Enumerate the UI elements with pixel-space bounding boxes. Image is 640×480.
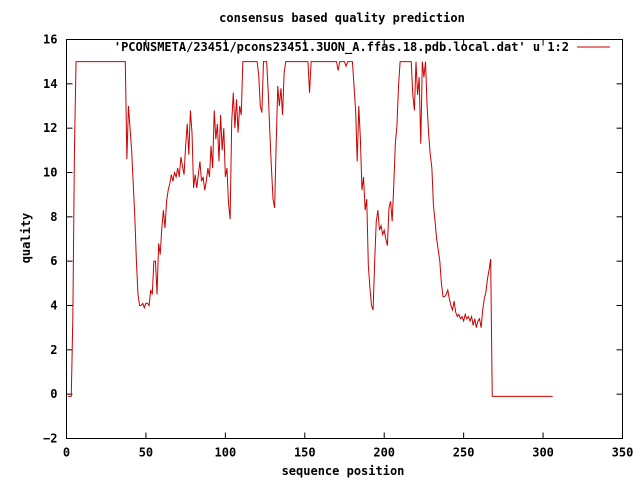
series-line-0 bbox=[68, 61, 553, 397]
x-tick-label: 0 bbox=[63, 446, 70, 460]
x-axis-ticks: 0 50 100 150 200 250 300 350 bbox=[63, 39, 634, 460]
y-tick-label: 14 bbox=[43, 77, 57, 91]
y-tick-label: 12 bbox=[43, 121, 57, 135]
chart-title: consensus based quality prediction bbox=[219, 11, 465, 25]
y-tick-label: 8 bbox=[50, 210, 57, 224]
x-tick-label: 250 bbox=[453, 446, 475, 460]
y-axis-ticks: −2 0 2 4 6 8 10 12 14 16 bbox=[43, 33, 623, 446]
plot-frame bbox=[66, 39, 623, 439]
y-tick-label: 2 bbox=[50, 343, 57, 357]
x-tick-label: 200 bbox=[373, 446, 395, 460]
x-tick-label: 150 bbox=[294, 446, 316, 460]
x-tick-label: 100 bbox=[215, 446, 237, 460]
x-tick-label: 300 bbox=[532, 446, 554, 460]
legend: 'PCONSMETA/23451/pcons23451.3UON_A.ffas.… bbox=[114, 40, 610, 55]
y-tick-label: 4 bbox=[50, 299, 57, 313]
y-tick-label: 10 bbox=[43, 166, 57, 180]
x-axis-label: sequence position bbox=[282, 464, 405, 478]
y-tick-label: 16 bbox=[43, 33, 57, 47]
x-tick-label: 350 bbox=[612, 446, 634, 460]
series-layer bbox=[68, 61, 553, 397]
y-tick-label: 0 bbox=[50, 387, 57, 401]
y-tick-label: −2 bbox=[43, 432, 57, 446]
x-tick-label: 50 bbox=[139, 446, 153, 460]
y-tick-label: 6 bbox=[50, 254, 57, 268]
y-axis-label: quality bbox=[19, 213, 33, 264]
legend-label: 'PCONSMETA/23451/pcons23451.3UON_A.ffas.… bbox=[114, 40, 569, 55]
